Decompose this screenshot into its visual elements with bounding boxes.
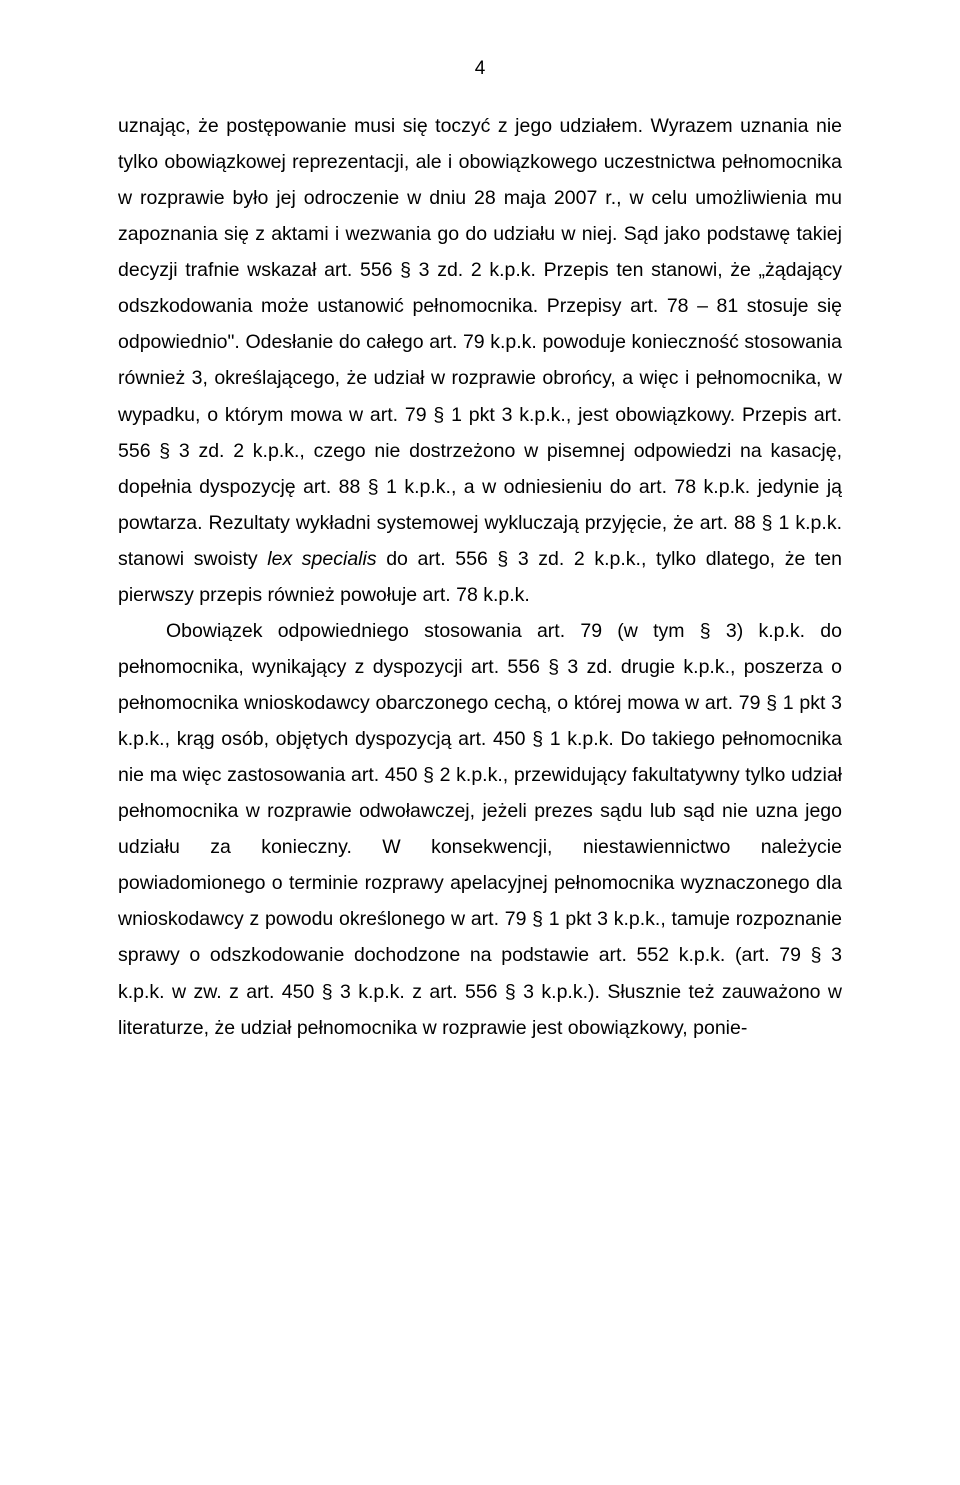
page-number: 4: [118, 58, 842, 80]
italic-run: lex specialis: [267, 548, 376, 570]
text-run: Obowiązek odpowiedniego stosowania art. …: [118, 620, 847, 1039]
paragraph: uznając, że postępowanie musi się toczyć…: [118, 108, 842, 613]
paragraph: Obowiązek odpowiedniego stosowania art. …: [118, 613, 842, 1046]
text-run: uznając, że postępowanie musi się toczyć…: [118, 115, 847, 570]
body-text: uznając, że postępowanie musi się toczyć…: [118, 108, 842, 1046]
document-page: 4 uznając, że postępowanie musi się tocz…: [0, 0, 960, 1485]
